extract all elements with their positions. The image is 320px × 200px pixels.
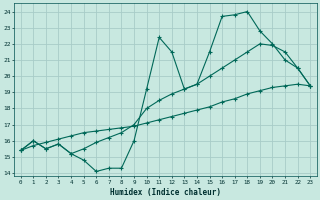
X-axis label: Humidex (Indice chaleur): Humidex (Indice chaleur): [110, 188, 221, 197]
